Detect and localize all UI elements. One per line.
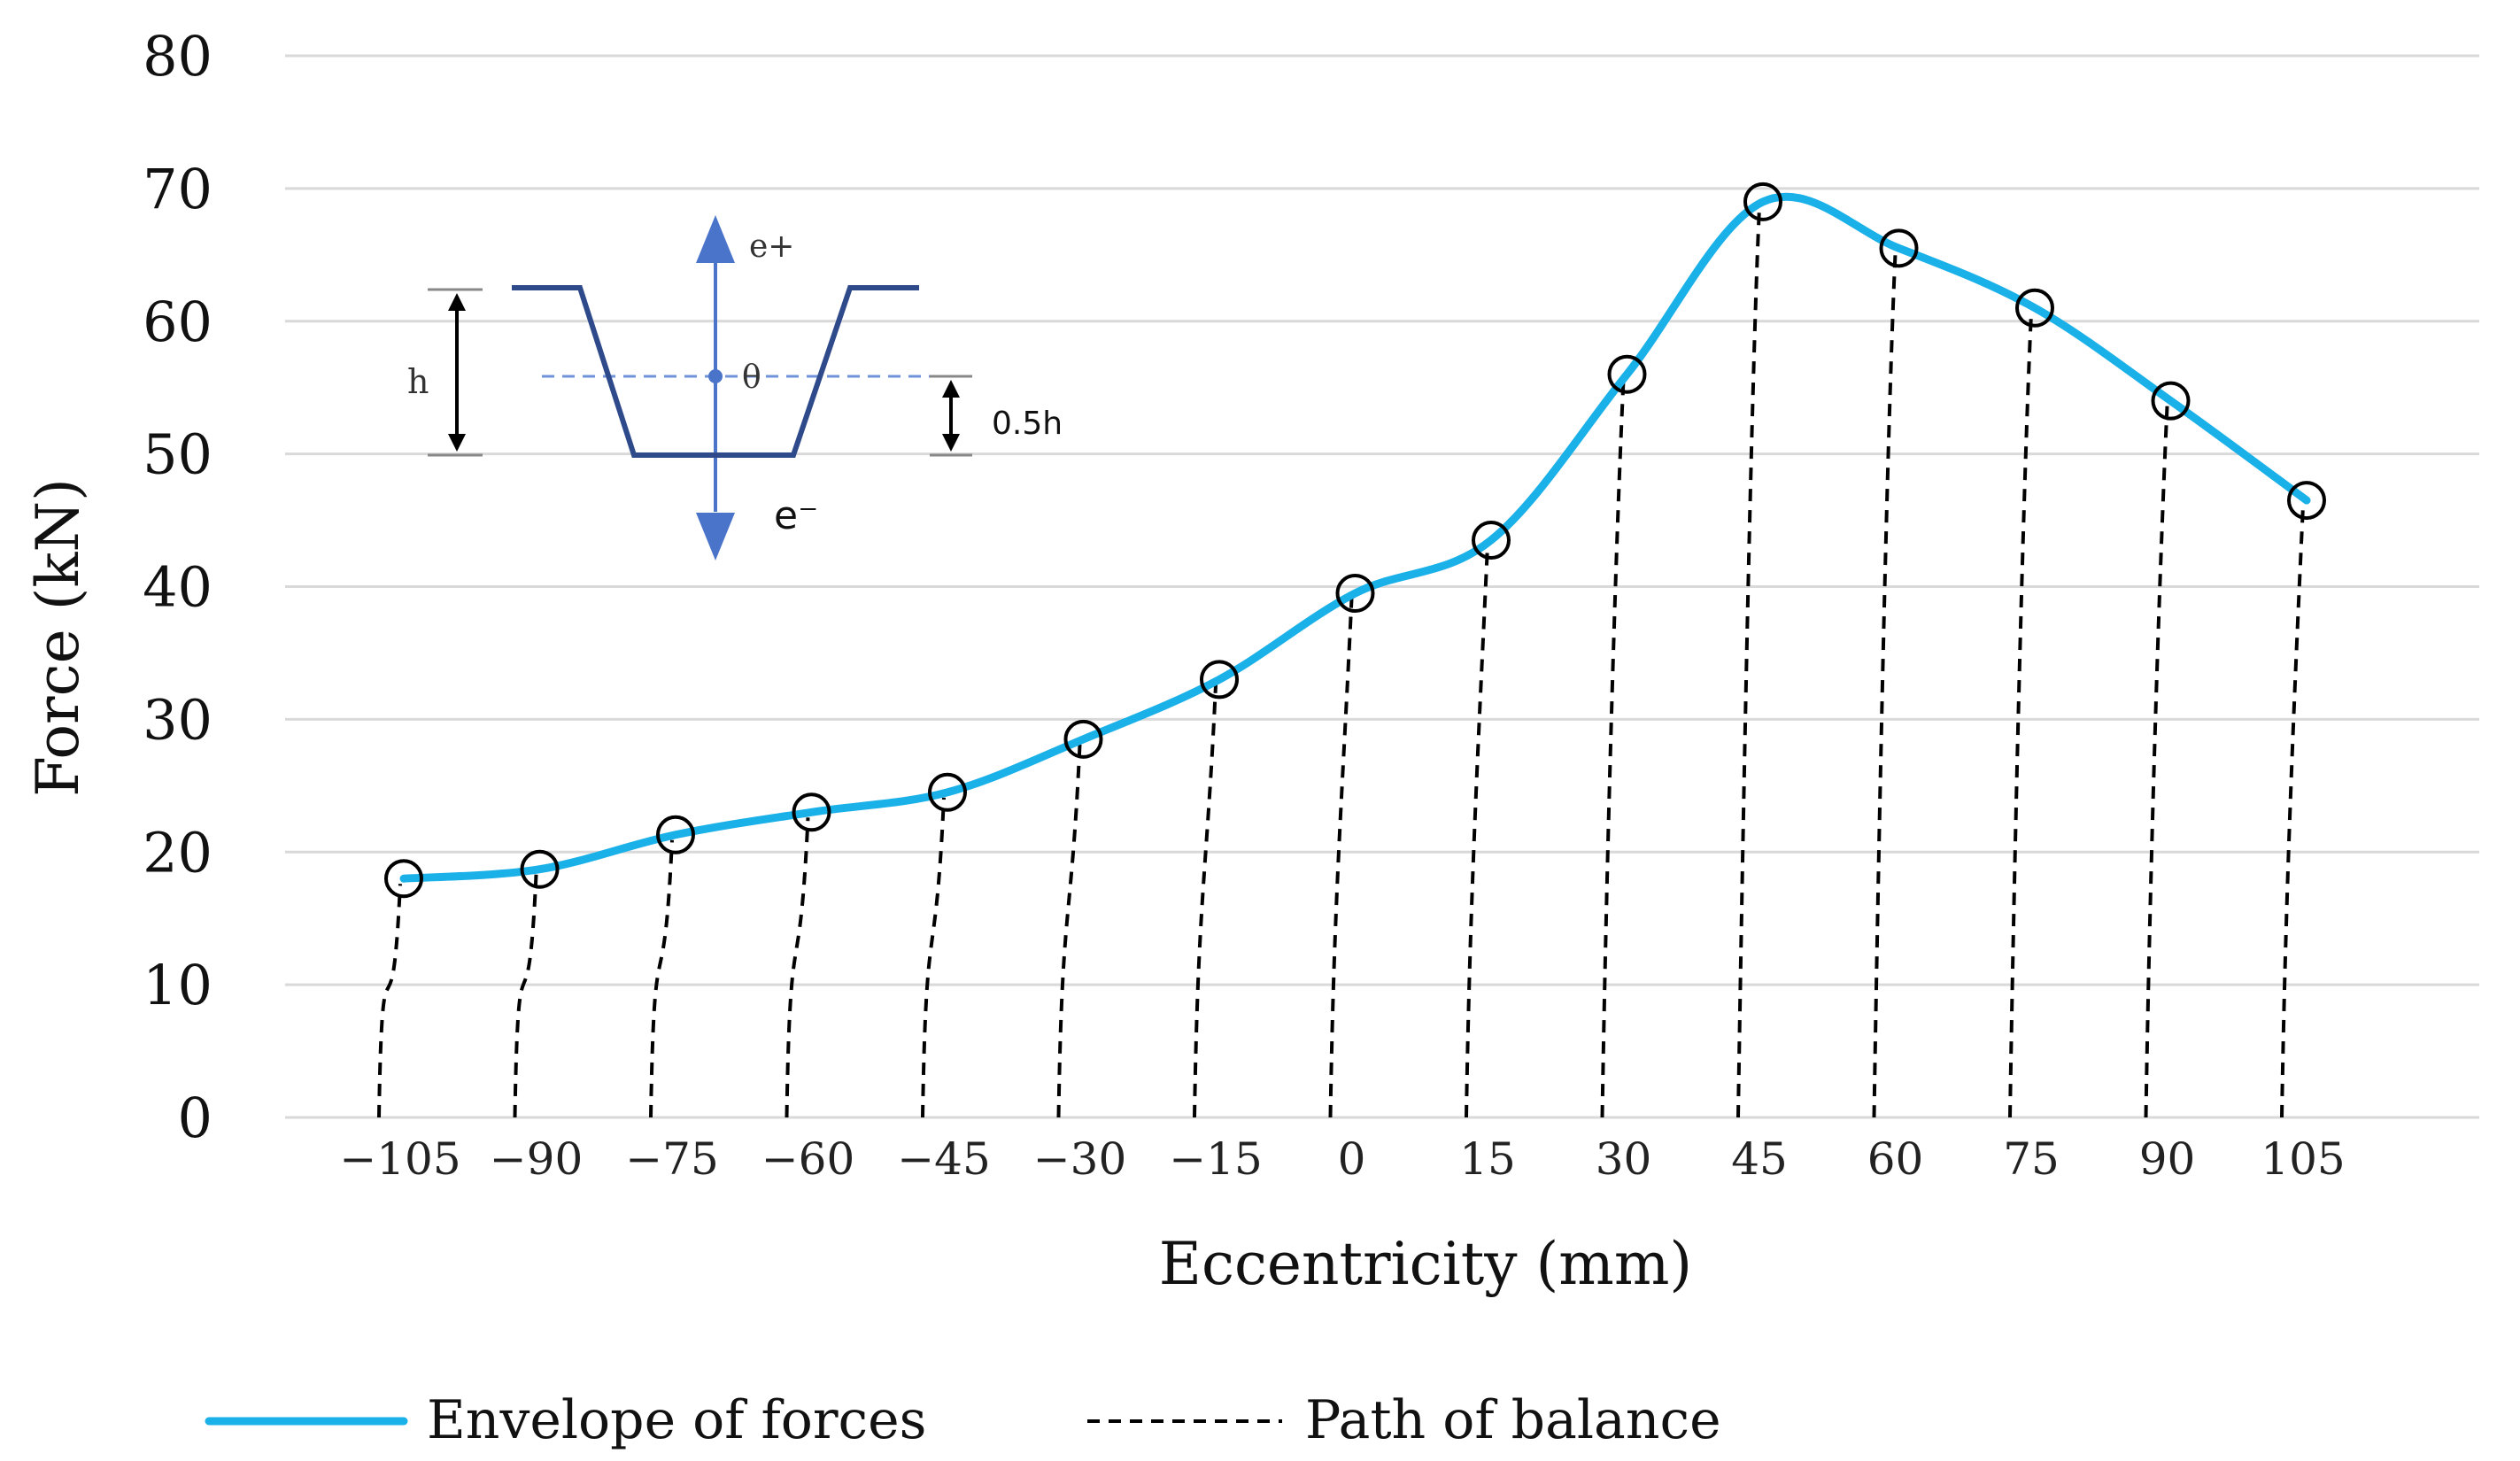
data-point-marker bbox=[2015, 288, 2054, 328]
x-tick-label: 15 bbox=[1459, 1133, 1516, 1185]
x-tick-label: 30 bbox=[1596, 1133, 1652, 1185]
x-tick-label: −45 bbox=[897, 1133, 991, 1185]
path-of-balance-line bbox=[649, 839, 674, 1118]
x-tick-label: 45 bbox=[1731, 1133, 1788, 1185]
x-axis-title: Eccentricity (mm) bbox=[1159, 1230, 1692, 1298]
centroid-dot bbox=[708, 369, 723, 383]
data-point-marker bbox=[1335, 573, 1375, 613]
path-of-balance-lines bbox=[377, 206, 2305, 1118]
path-of-balance-line bbox=[1328, 598, 1354, 1118]
x-tick-label: −30 bbox=[1033, 1133, 1127, 1185]
data-point-marker bbox=[520, 849, 560, 889]
data-point-marker bbox=[1607, 354, 1647, 394]
envelope-of-forces-line bbox=[399, 192, 2311, 883]
x-tick-labels: −105 −90 −75 −60 −45 −30 −15 0 15 30 45 60 75 90 105 bbox=[339, 1133, 2345, 1185]
path-of-balance-line bbox=[1056, 744, 1082, 1118]
x-tick-label: −105 bbox=[339, 1133, 460, 1185]
data-point-marker bbox=[1063, 719, 1103, 759]
data-point-marker bbox=[1879, 228, 1919, 268]
y-axis-title: Force (kN) bbox=[24, 478, 92, 797]
path-of-balance-line bbox=[1600, 379, 1626, 1118]
data-point-marker bbox=[928, 772, 967, 812]
inset-label-e-minus: e⁻ bbox=[774, 493, 818, 538]
y-tick-labels: 0 10 20 30 40 50 60 70 80 bbox=[143, 24, 213, 1150]
path-of-balance-line bbox=[2144, 406, 2169, 1118]
data-point-marker bbox=[2287, 481, 2326, 521]
path-of-balance-line bbox=[377, 884, 402, 1118]
y-tick-label: 70 bbox=[143, 157, 213, 221]
x-tick-label: −75 bbox=[625, 1133, 719, 1185]
inset-label-h: h bbox=[407, 362, 429, 401]
data-point-marker bbox=[656, 815, 695, 854]
data-point-marker bbox=[384, 859, 423, 899]
data-point-marker bbox=[1472, 521, 1511, 560]
eccentricity-inset-diagram: e+ e⁻ θ h 0.5h bbox=[407, 215, 1063, 560]
path-of-balance-line bbox=[785, 817, 810, 1118]
data-point-marker bbox=[1743, 182, 1782, 221]
inset-label-theta: θ bbox=[742, 359, 761, 396]
x-tick-label: −15 bbox=[1169, 1133, 1263, 1185]
e-minus-arrow-icon bbox=[696, 513, 735, 560]
path-of-balance-line bbox=[1736, 206, 1761, 1118]
data-point-markers bbox=[384, 182, 2326, 899]
x-tick-label: 90 bbox=[2139, 1133, 2196, 1185]
x-tick-label: 75 bbox=[2003, 1133, 2060, 1185]
x-tick-label: −90 bbox=[490, 1133, 584, 1185]
path-of-balance-line bbox=[1193, 684, 1217, 1118]
data-point-marker bbox=[2151, 381, 2191, 421]
path-of-balance-line bbox=[1872, 253, 1898, 1118]
legend-envelope-label: Envelope of forces bbox=[427, 1389, 926, 1451]
inset-label-half-h: 0.5h bbox=[992, 406, 1063, 442]
inset-label-e-plus: e+ bbox=[749, 228, 794, 265]
x-tick-label: 60 bbox=[1867, 1133, 1924, 1185]
y-tick-label: 60 bbox=[143, 290, 213, 354]
data-point-marker bbox=[1200, 660, 1239, 700]
path-of-balance-line bbox=[921, 797, 946, 1118]
y-tick-label: 40 bbox=[143, 555, 213, 620]
x-tick-label: 0 bbox=[1338, 1133, 1366, 1185]
y-tick-label: 50 bbox=[143, 422, 213, 487]
path-of-balance-line bbox=[2280, 505, 2305, 1118]
y-tick-label: 0 bbox=[178, 1086, 213, 1150]
y-tick-label: 20 bbox=[143, 820, 213, 885]
legend-balance-label: Path of balance bbox=[1305, 1389, 1721, 1451]
y-tick-label: 10 bbox=[143, 953, 213, 1017]
path-of-balance-line bbox=[513, 874, 538, 1118]
path-of-balance-line bbox=[1465, 545, 1489, 1118]
section-profile-shape bbox=[512, 285, 919, 458]
path-of-balance-line bbox=[2008, 313, 2033, 1118]
y-tick-label: 30 bbox=[143, 687, 213, 752]
data-point-marker bbox=[792, 792, 831, 832]
x-tick-label: 105 bbox=[2261, 1133, 2345, 1185]
y-tick-label: 80 bbox=[143, 24, 213, 89]
legend: Envelope of forces Path of balance bbox=[205, 1389, 1721, 1451]
e-plus-arrow-icon bbox=[696, 215, 735, 263]
x-tick-label: −60 bbox=[761, 1133, 855, 1185]
